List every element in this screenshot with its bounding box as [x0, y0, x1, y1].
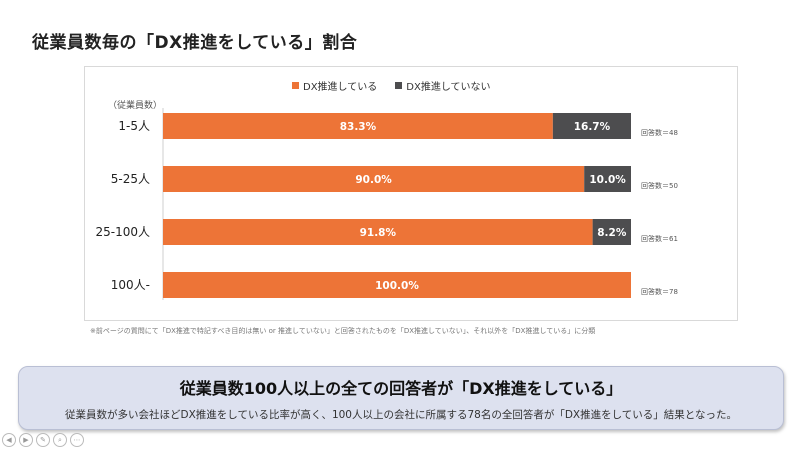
slideshow-controls: ◀ ▶ ✎ ⌕ ⋯	[2, 433, 84, 447]
category-label-5-25: 5-25人	[111, 172, 150, 186]
chart-legend: DX推進している DX推進していない	[292, 78, 491, 93]
legend-item-dx-yes: DX推進している	[292, 78, 377, 93]
legend-swatch-dx-no	[395, 82, 403, 89]
next-arrow-icon[interactable]: ▶	[19, 433, 33, 447]
bar-dx-yes-2	[163, 166, 585, 192]
category-label-100: 100人-	[111, 278, 150, 292]
bars-layer: 1-5人 83.3% 16.7% 回答数＝48 5-25人 90.0% 10.0% 回答数＝5…	[95, 113, 678, 298]
category-label-25-100: 25-100人	[95, 225, 150, 239]
legend-item-dx-no: DX推進していない	[395, 78, 491, 93]
bar-dx-yes-1	[163, 113, 553, 139]
data-label-dx-yes-4: 100.0%	[375, 280, 419, 292]
summary-box: 従業員数100人以上の全ての回答者が「DX推進をしている」 従業員数が多い会社ほ…	[18, 366, 784, 430]
pen-icon[interactable]: ✎	[36, 433, 50, 447]
response-count-2: 回答数＝50	[641, 181, 678, 190]
legend-swatch-dx-yes	[292, 82, 299, 89]
bar-dx-no-2	[584, 166, 631, 192]
data-label-dx-no-2: 10.0%	[589, 174, 626, 186]
data-label-dx-yes-1: 83.3%	[340, 121, 377, 133]
bar-dx-yes-4	[163, 272, 631, 298]
prev-arrow-icon[interactable]: ◀	[2, 433, 16, 447]
legend-label-dx-no: DX推進していない	[406, 82, 491, 93]
data-label-dx-yes-2: 90.0%	[355, 174, 392, 186]
summary-detail: 従業員数が多い会社ほどDX推進をしている比率が高く、100人以上の会社に所属する…	[64, 409, 737, 421]
response-count-1: 回答数＝48	[641, 128, 678, 137]
category-label-1-5: 1-5人	[118, 119, 150, 133]
axis-caption: （従業員数）	[108, 101, 163, 111]
bar-dx-no-1	[552, 113, 631, 139]
data-label-dx-yes-3: 91.8%	[360, 227, 397, 239]
bar-dx-no-3	[592, 219, 631, 245]
bar-dx-yes-3	[163, 219, 593, 245]
data-label-dx-no-1: 16.7%	[574, 121, 611, 133]
response-count-3: 回答数＝61	[641, 234, 678, 243]
menu-icon[interactable]: ⋯	[70, 433, 84, 447]
footnote: ※前ページの質問にて「DX推進で特記すべき目的は無い or 推進していない」と回…	[90, 327, 596, 335]
page-title: 従業員数毎の「DX推進をしている」割合	[32, 33, 358, 53]
summary-headline: 従業員数100人以上の全ての回答者が「DX推進をしている」	[179, 379, 623, 398]
legend-label-dx-yes: DX推進している	[303, 82, 378, 93]
zoom-icon[interactable]: ⌕	[53, 433, 67, 447]
response-count-4: 回答数＝78	[641, 287, 678, 296]
data-label-dx-no-3: 8.2%	[597, 227, 627, 239]
